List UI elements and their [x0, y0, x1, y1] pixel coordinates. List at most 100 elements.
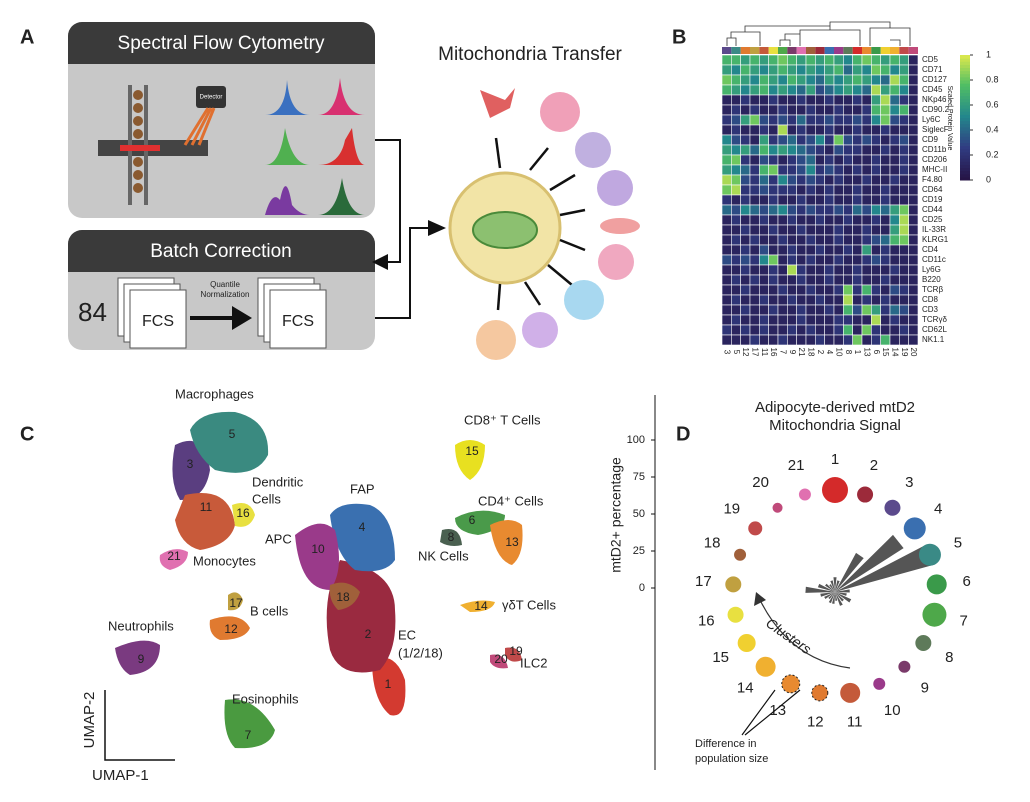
heatmap-cell	[805, 124, 816, 136]
heatmap-cell	[768, 84, 779, 96]
heatmap-cell	[749, 314, 760, 326]
heatmap-cell	[852, 74, 863, 86]
heatmap-cell	[908, 134, 919, 146]
heatmap-cell	[889, 154, 900, 166]
column-label: 13	[863, 348, 872, 357]
heatmap-cell	[787, 294, 797, 306]
heatmap-cell	[861, 64, 872, 76]
heatmap-cell	[777, 204, 788, 216]
heatmap-cell	[731, 234, 741, 246]
heatmap-cell	[852, 274, 863, 286]
row-label: CD25	[922, 215, 943, 224]
heatmap-cell	[880, 184, 891, 196]
heatmap-cell	[871, 234, 881, 246]
heatmap-cell	[871, 194, 881, 206]
heatmap-cell	[768, 284, 779, 296]
heatmap-cell	[796, 304, 807, 316]
heatmap-cell	[731, 124, 741, 136]
flow-title: Spectral Flow Cytometry	[118, 33, 325, 54]
heatmap-cell	[759, 274, 769, 286]
cluster-number: 14	[737, 680, 754, 697]
heatmap-cell	[880, 194, 891, 206]
heatmap-cell	[871, 274, 881, 286]
colorbar-segment	[960, 117, 970, 122]
heatmap-cell	[815, 154, 825, 166]
heatmap-cell	[805, 294, 816, 306]
arrow-head	[754, 592, 766, 606]
heatmap-cell	[908, 234, 919, 246]
umap-cluster	[232, 502, 255, 527]
heatmap-cell	[824, 274, 835, 286]
heatmap-cell	[861, 144, 872, 156]
umap-cluster	[209, 616, 250, 640]
colorbar-segment	[960, 92, 970, 97]
heatmap-cell	[908, 154, 919, 166]
heatmap-cell	[731, 314, 741, 326]
cell-type-label: Eosinophils	[232, 691, 299, 706]
batch-title: Batch Correction	[150, 241, 292, 262]
heatmap-cell	[824, 164, 835, 176]
heatmap-cell	[759, 224, 769, 236]
row-label: KLRG1	[922, 235, 949, 244]
cluster-dot	[772, 502, 783, 513]
cluster-number: 20	[752, 474, 769, 491]
heatmap-cell	[824, 244, 835, 256]
heatmap-cell	[824, 134, 835, 146]
heatmap-cell	[749, 184, 760, 196]
heatmap-cell	[899, 264, 909, 276]
heatmap-cell	[824, 204, 835, 216]
heatmap-cell	[721, 134, 732, 146]
heatmap-cell	[815, 174, 825, 186]
heatmap-cell	[899, 324, 909, 336]
heatmap-cell	[861, 264, 872, 276]
heatmap-cell	[740, 144, 751, 156]
cluster-number: 8	[945, 649, 953, 666]
file-stack	[257, 277, 327, 349]
heatmap-cell	[824, 154, 835, 166]
heatmap-cell	[768, 264, 779, 276]
heatmap-cell	[880, 174, 891, 186]
heatmap-cell	[721, 234, 732, 246]
heatmap-cell	[824, 194, 835, 206]
heatmap-cell	[880, 284, 891, 296]
heatmap-cell	[796, 84, 807, 96]
heatmap-cell	[871, 204, 881, 216]
heatmap-cell	[908, 244, 919, 256]
heatmap-cell	[852, 124, 863, 136]
column-label: 12	[741, 348, 750, 357]
heatmap-cell	[796, 314, 807, 326]
annotation: Clusters	[763, 615, 814, 658]
cluster-number: 6	[962, 573, 970, 590]
heatmap-cell	[889, 234, 900, 246]
heatmap-cell	[908, 254, 919, 266]
heatmap-cell	[740, 54, 751, 66]
heatmap-cell	[740, 224, 751, 236]
heatmap-cell	[731, 194, 741, 206]
heatmap-cell	[833, 114, 844, 126]
heatmap-cell	[759, 194, 769, 206]
tick-label: 75	[633, 471, 645, 483]
cluster-number: 4	[934, 501, 942, 518]
heatmap-cell	[740, 74, 751, 86]
heatmap-cell	[843, 274, 853, 286]
heatmap-cell	[843, 324, 853, 336]
heatmap-cell	[833, 244, 844, 256]
arrow	[190, 306, 252, 330]
heatmap-cell	[768, 294, 779, 306]
column-label: 14	[891, 348, 900, 357]
heatmap-cell	[749, 114, 760, 126]
heatmap-cell	[861, 154, 872, 166]
heatmap-cell	[852, 64, 863, 76]
heatmap-cell	[908, 204, 919, 216]
heatmap-cell	[759, 174, 769, 186]
colorbar-segment	[960, 120, 970, 125]
cluster-number: 18	[704, 535, 721, 552]
heatmap-cell	[833, 234, 844, 246]
heatmap-cell	[768, 164, 779, 176]
radial-bar	[832, 592, 835, 604]
heatmap-cell	[861, 114, 872, 126]
heatmap-cell	[731, 244, 741, 256]
heatmap-cell	[815, 114, 825, 126]
heatmap-cell	[880, 254, 891, 266]
column-label: 10	[835, 348, 844, 357]
